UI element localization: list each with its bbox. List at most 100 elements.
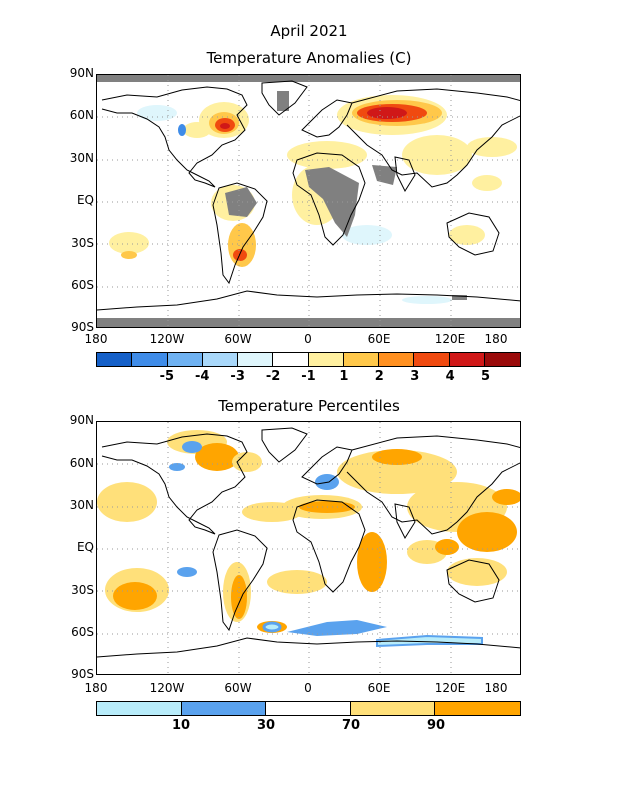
legend-swatch — [238, 353, 274, 366]
percentile-patch — [195, 443, 239, 471]
legend-label: -4 — [195, 369, 210, 384]
map1-lat-label: 30N — [69, 151, 94, 165]
legend-label: -3 — [230, 369, 245, 384]
legend-label: -1 — [301, 369, 316, 384]
map2-lat-label: 30S — [71, 583, 94, 597]
map-gridlines — [97, 75, 520, 327]
percentile-patch — [169, 463, 185, 471]
map2-lon-label: 0 — [304, 681, 312, 695]
map1-lat-label: 60N — [69, 108, 94, 122]
map1-lon-label: 180 — [84, 332, 108, 346]
map-title-anomalies: Temperature Anomalies (C) — [206, 49, 412, 67]
map1-lat-label: 60S — [71, 278, 94, 292]
percentile-cold-band — [262, 620, 483, 648]
coastlines — [97, 80, 520, 311]
legend-swatch — [266, 702, 351, 715]
missing-canada — [277, 91, 289, 111]
map1-lat-label: 90S — [71, 320, 94, 334]
map2-lat-label: 30N — [69, 498, 94, 512]
coast-africa — [292, 499, 366, 593]
coast-australia — [446, 559, 500, 603]
percentile-map — [96, 421, 521, 675]
map2-lat-label: EQ — [76, 540, 94, 554]
coast-asia — [346, 88, 520, 188]
map1-lon-label: 120E — [434, 332, 466, 346]
legend-label: 70 — [341, 718, 361, 733]
antarctic-missing-band — [97, 318, 520, 327]
map2-lon-label: 60E — [367, 681, 391, 695]
anomaly-map — [96, 74, 521, 328]
anomaly-patch — [449, 225, 485, 245]
anomaly-patch — [109, 232, 149, 254]
percentile-patch — [177, 567, 197, 577]
anomaly-map-svg — [97, 75, 520, 327]
anomaly-patch — [137, 105, 177, 121]
coast-south-america — [212, 182, 268, 285]
percentile-patch — [372, 449, 422, 465]
legend-label: 3 — [410, 369, 420, 384]
legend-label: 5 — [481, 369, 491, 384]
map2-lat-label: 90N — [69, 413, 94, 427]
legend-swatch — [484, 353, 520, 366]
percentile-patch — [435, 539, 459, 555]
percentile-patch — [457, 512, 517, 552]
legend-label: 90 — [426, 718, 446, 733]
coast-africa — [292, 152, 366, 246]
coast-india — [394, 503, 416, 540]
legend-label: -2 — [265, 369, 281, 384]
percentile-patch — [287, 620, 387, 636]
coast-australia — [446, 212, 500, 256]
map2-lon-label: 120W — [149, 681, 185, 695]
legend-label: -5 — [159, 369, 175, 384]
legend-swatch — [414, 353, 450, 366]
map1-lon-label: 0 — [304, 332, 312, 346]
coastlines — [97, 427, 520, 658]
percentile-patch — [113, 582, 157, 610]
legend-label: 30 — [256, 718, 276, 733]
map-gridlines — [97, 422, 520, 674]
anomaly-legend — [96, 352, 521, 367]
legend-label: 1 — [339, 369, 349, 384]
coast-india — [394, 156, 416, 193]
map2-lon-label: 180 — [484, 681, 508, 695]
legend-swatch — [132, 353, 168, 366]
legend-swatch — [202, 353, 238, 366]
map1-lon-label: 60W — [224, 332, 252, 346]
anomaly-patch — [402, 296, 452, 304]
anomaly-patch — [287, 141, 367, 169]
legend-label: 2 — [374, 369, 384, 384]
anomaly-patch — [233, 249, 247, 261]
coast-greenland — [261, 80, 308, 116]
map1-lon-label: 120W — [149, 332, 185, 346]
legend-swatch — [379, 353, 415, 366]
percentile-patch — [447, 558, 507, 586]
anomaly-patch — [121, 251, 137, 259]
percentile-patch — [267, 570, 327, 594]
anomaly-patch — [367, 107, 407, 119]
percentile-patch — [97, 482, 157, 522]
map1-lat-label: 90N — [69, 66, 94, 80]
legend-swatch — [350, 702, 436, 715]
coast-north-america — [101, 86, 248, 188]
missing-amazon — [225, 187, 257, 217]
percentile-legend — [96, 701, 521, 716]
legend-label: 10 — [171, 718, 191, 733]
percentile-patch — [182, 441, 202, 453]
legend-swatch — [343, 353, 379, 366]
map2-lon-label: 180 — [84, 681, 108, 695]
legend-swatch — [181, 702, 267, 715]
coast-south-america — [212, 529, 268, 632]
anomaly-patch — [467, 137, 517, 157]
map2-lon-label: 60W — [224, 681, 252, 695]
missing-arabia — [372, 165, 397, 185]
percentile-patches — [97, 430, 520, 633]
legend-label: 4 — [445, 369, 455, 384]
percentile-patch — [262, 621, 282, 633]
map2-lon-label: 120E — [434, 681, 466, 695]
coast-asia — [346, 435, 520, 535]
coast-antarctica — [97, 290, 520, 311]
missing-antarctic-patch — [452, 295, 467, 300]
legend-swatch — [435, 702, 520, 715]
map1-lat-label: 30S — [71, 236, 94, 250]
map1-lon-label: 180 — [484, 332, 508, 346]
